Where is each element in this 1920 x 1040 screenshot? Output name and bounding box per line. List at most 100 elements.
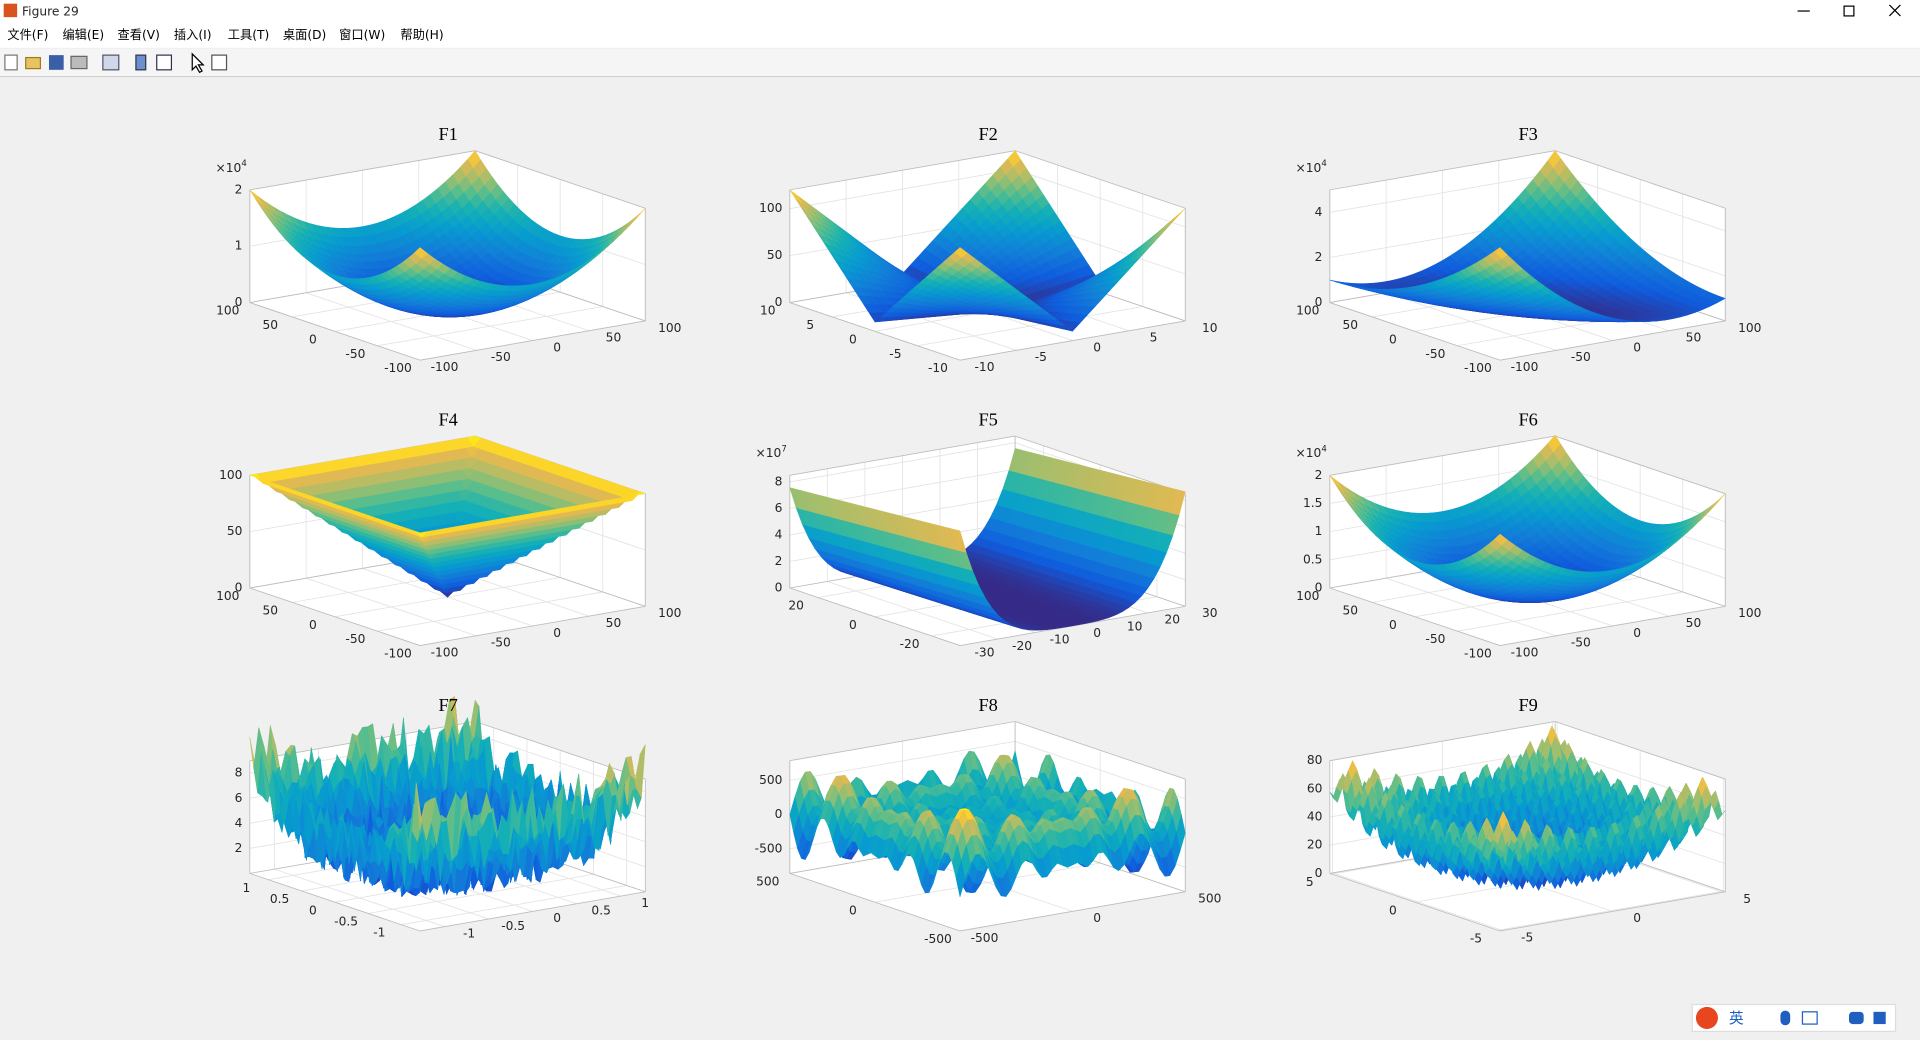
y-tick-label: 0 [309,332,317,346]
y-tick-label: -100 [384,647,412,661]
close-button[interactable] [1888,4,1901,17]
y-tick-label: 50 [263,318,279,332]
x-tick-label: 10 [1127,619,1143,633]
window-title: Figure 29 [22,5,79,19]
z-tick-label: 1 [235,239,243,253]
z-tick-label: 4 [775,527,783,541]
z-tick-label: 4 [1315,205,1323,219]
menu-item[interactable]: 插入(I) [174,28,212,42]
y-tick-label: 20 [788,599,804,613]
z-tick-label: 50 [767,248,783,262]
colorbar-icon[interactable] [135,54,147,71]
y-tick-label: -20 [900,637,920,651]
y-tick-label: 100 [216,589,239,603]
toolbar [0,48,1920,76]
multiplier-exponent: 4 [241,158,246,168]
x-tick-label: 100 [658,321,681,335]
axis-edge [249,150,476,191]
x-tick-label: 100 [658,606,681,620]
z-tick-label: 2 [1315,250,1323,264]
y-tick-label: 100 [1296,304,1319,318]
x-tick-label: -50 [491,636,511,650]
x-tick-label: -100 [431,645,459,659]
z-tick-label: 0 [775,295,783,309]
menu-item[interactable]: 文件(F) [7,27,48,42]
z-tick-label: 2 [235,182,243,196]
y-tick-label: 0 [309,618,317,632]
app-icon [3,3,18,18]
x-tick-label: 10 [1202,321,1218,335]
x-tick-label: 5 [1150,331,1158,345]
z-tick-label: 100 [219,468,242,482]
multiplier-base: ×10 [1296,160,1322,174]
axis-edge [249,302,421,361]
save-icon[interactable] [48,55,64,70]
property-icon[interactable] [211,54,228,71]
x-tick-label: 100 [1738,321,1761,335]
y-tick-label: -50 [345,632,365,646]
x-tick-label: -5 [1035,350,1047,364]
surface [249,150,646,318]
x-tick-label: -20 [1012,639,1032,653]
menu-group: 文件(F) 编辑(E) 查看(V) 插入(I) 工具(T) 桌面(D) 窗口(W) 帮助(H) [7,27,443,42]
pointer-icon[interactable] [191,52,205,74]
x-tick-label: 0 [553,626,561,640]
z-tick-label: 50 [227,524,243,538]
subplot-title: F4 [438,410,457,430]
y-tick-label: -100 [1464,361,1492,375]
plots: 012-100-50050100-100-50050100F1×10405010… [216,124,1762,946]
y-tick-label: 0 [849,332,857,346]
y-tick-label: 10 [760,304,776,318]
y-tick-label: -5 [889,347,901,361]
print-icon[interactable] [70,55,88,70]
x-tick-label: -100 [1511,360,1539,374]
z-tick-label: 100 [759,201,782,215]
x-tick-label: -100 [431,360,459,374]
y-tick-label: -50 [345,347,365,361]
y-tick-label: 0 [849,618,857,632]
menu-bar [0,23,1920,48]
x-tick-label: 50 [606,616,622,630]
subplot-title: F2 [978,124,997,144]
menu-item[interactable]: 查看(V) [118,28,160,42]
subplot-title: F1 [438,124,457,144]
z-tick-label: 8 [775,474,783,488]
multiplier-base: ×10 [216,160,242,174]
y-tick-label: 0 [1389,332,1397,346]
x-tick-label: -10 [974,360,994,374]
open-icon[interactable] [25,56,42,70]
x-tick-label: 0 [553,340,561,354]
subplot: 0 1 2 -100 -50 0 50 100 -100 -50 0 50 100 F1 ×104 [216,124,682,375]
new-icon[interactable] [4,54,18,71]
y-tick-label: -100 [384,361,412,375]
title-bar [0,0,1920,24]
x-tick-label: 0 [1093,340,1101,354]
x-tick-label: 50 [606,331,622,345]
y-tick-label: 5 [806,318,814,332]
multiplier-exponent: 4 [1321,158,1326,168]
menu-item[interactable]: 帮助(H) [400,28,443,42]
x-tick-label: -50 [491,350,511,364]
toolbar-icons [4,52,228,74]
y-tick-label: 100 [216,304,239,318]
menu-item[interactable]: 编辑(E) [62,27,104,42]
x-tick-label: 0 [1633,340,1641,354]
print-preview-icon[interactable] [102,54,120,71]
legend-icon[interactable] [156,54,173,71]
z-tick-label: 6 [775,501,783,515]
y-tick-label: 50 [1343,318,1359,332]
x-tick-label: 50 [1686,331,1702,345]
z-tick-label: 0 [235,295,243,309]
menu-item[interactable]: 工具(T) [228,28,269,42]
x-tick-label: -10 [1050,632,1070,646]
z-tick-label: 2 [775,554,783,568]
y-tick-label: -50 [1425,347,1445,361]
y-tick-label: -10 [928,361,948,375]
maximize-button[interactable] [1843,5,1855,17]
menu-item[interactable]: 桌面(D) [283,28,326,42]
menu-item[interactable]: 窗口(W) [339,28,385,42]
x-tick-label: 30 [1202,606,1218,620]
